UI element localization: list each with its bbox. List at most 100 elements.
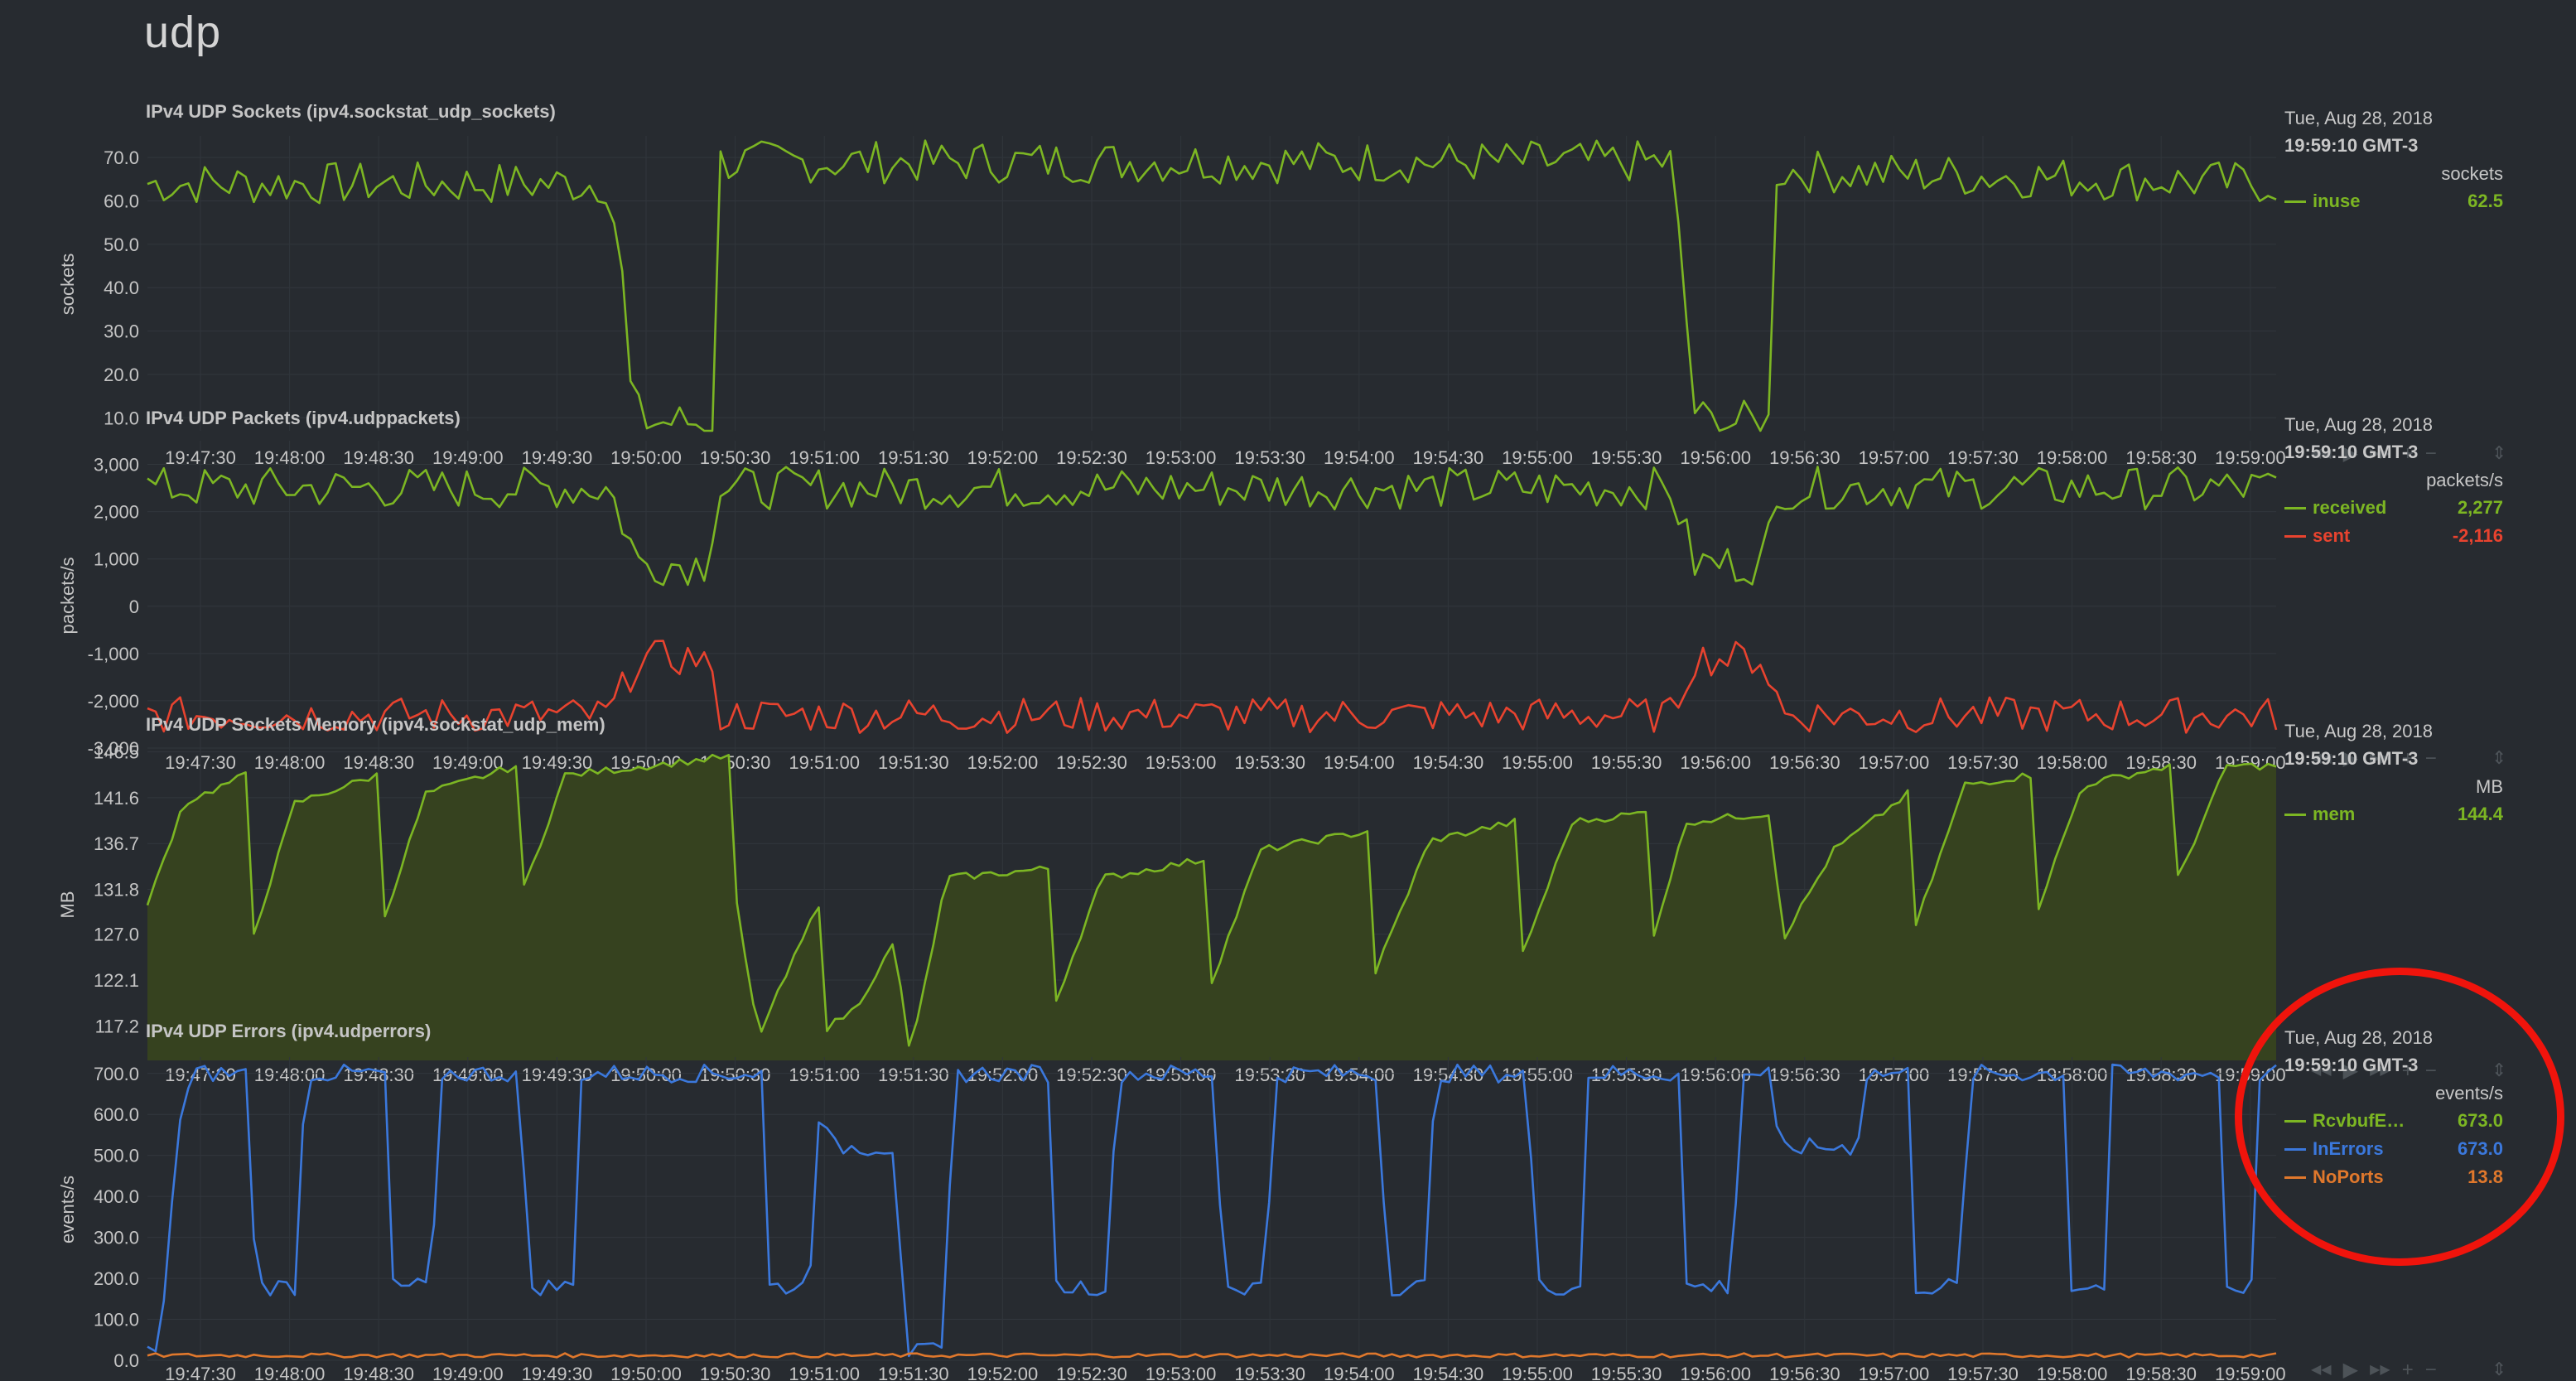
y-tick-label: 700.0 — [94, 1064, 139, 1084]
zoom-in-icon[interactable]: + — [2401, 747, 2414, 770]
legend-item-NoPorts[interactable]: NoPorts 13.8 — [2284, 1163, 2503, 1191]
chart-svg[interactable]: 146.5141.6136.7131.8127.0122.1117.219:47… — [0, 714, 2576, 1085]
y-tick-label: 136.7 — [94, 833, 139, 854]
legend-swatch — [2284, 813, 2306, 816]
zoom-out-icon[interactable]: − — [2424, 1359, 2437, 1381]
legend-swatch — [2284, 1147, 2306, 1151]
x-tick-label: 19:53:30 — [1234, 1364, 1305, 1381]
play-icon[interactable]: ▶ — [2342, 1060, 2359, 1082]
y-tick-label: 146.5 — [94, 742, 139, 763]
zoom-in-icon[interactable]: + — [2401, 442, 2414, 465]
forward-icon[interactable]: ▶▶ — [2370, 751, 2390, 765]
series-line-inuse — [147, 139, 2277, 432]
series-line-sent — [147, 640, 2278, 734]
x-tick-label: 19:55:00 — [1502, 1364, 1573, 1381]
y-tick-label: 141.6 — [94, 788, 139, 809]
resize-handle-icon[interactable]: ⇕ — [2492, 1060, 2507, 1080]
chart-controls: ◀◀ ▶ ▶▶ + − — [2311, 1061, 2437, 1081]
legend-series-name: InErrors — [2313, 1138, 2384, 1159]
forward-icon[interactable]: ▶▶ — [2370, 447, 2390, 461]
legend-item-InErrors[interactable]: InErrors 673.0 — [2284, 1135, 2503, 1163]
y-tick-label: 2,000 — [94, 502, 139, 523]
x-tick-label: 19:53:00 — [1146, 1364, 1217, 1381]
legend-swatch — [2284, 534, 2306, 538]
chart-title: IPv4 UDP Sockets Memory (ipv4.sockstat_u… — [146, 714, 605, 735]
y-tick-label: 0.0 — [113, 1350, 139, 1371]
legend-item-RcvbufE…[interactable]: RcvbufE… 673.0 — [2284, 1107, 2503, 1135]
legend-item-inuse[interactable]: inuse 62.5 — [2284, 187, 2503, 215]
legend-series-value: 144.4 — [2457, 804, 2503, 824]
y-tick-label: 20.0 — [104, 365, 139, 385]
zoom-out-icon[interactable]: − — [2424, 747, 2437, 770]
chart-udp_packets[interactable]: IPv4 UDP Packets (ipv4.udppackets) packet… — [0, 408, 2576, 773]
legend-item-sent[interactable]: sent -2,116 — [2284, 522, 2503, 550]
chart-legend: Tue, Aug 28, 2018 19:59:10 GMT-3 events/s R… — [2284, 1024, 2503, 1191]
y-tick-label: 10.0 — [104, 408, 139, 428]
series-line-received — [147, 466, 2277, 587]
x-tick-label: 19:47:30 — [165, 1364, 236, 1381]
legend-time: 19:59:10 GMT-3 — [2284, 442, 2419, 462]
x-tick-label: 19:48:30 — [343, 1364, 414, 1381]
y-tick-label: 40.0 — [104, 278, 139, 298]
rewind-icon[interactable]: ◀◀ — [2311, 751, 2332, 765]
series-line-mem — [146, 753, 2277, 1047]
y-tick-label: 30.0 — [104, 321, 139, 342]
legend-series-name: received — [2313, 497, 2387, 518]
x-tick-label: 19:57:00 — [1859, 1364, 1930, 1381]
resize-handle-icon[interactable]: ⇕ — [2492, 747, 2507, 768]
y-tick-label: 1,000 — [94, 549, 139, 570]
x-tick-label: 19:57:30 — [1947, 1364, 2019, 1381]
x-tick-label: 19:54:00 — [1324, 1364, 1395, 1381]
legend-series-value: 2,277 — [2457, 497, 2503, 518]
play-icon[interactable]: ▶ — [2342, 747, 2359, 770]
resize-handle-icon[interactable]: ⇕ — [2492, 1359, 2507, 1379]
series-line-NoPorts — [147, 1352, 2277, 1359]
legend-series-value: 62.5 — [2467, 191, 2503, 211]
chart-svg[interactable]: 70.060.050.040.030.020.010.019:47:30 19:4… — [0, 101, 2576, 468]
chart-udp_mem[interactable]: IPv4 UDP Sockets Memory (ipv4.sockstat_u… — [0, 714, 2576, 1085]
rewind-icon[interactable]: ◀◀ — [2311, 1363, 2332, 1377]
play-icon[interactable]: ▶ — [2342, 442, 2359, 465]
y-tick-label: -3,000 — [88, 738, 139, 759]
y-tick-label: 70.0 — [104, 147, 139, 168]
zoom-in-icon[interactable]: + — [2401, 1060, 2414, 1082]
legend-series-name: inuse — [2313, 191, 2361, 211]
legend-item-mem[interactable]: mem 144.4 — [2284, 800, 2503, 828]
resize-handle-icon[interactable]: ⇕ — [2492, 442, 2507, 463]
chart-legend: Tue, Aug 28, 2018 19:59:10 GMT-3 packets/s… — [2284, 411, 2503, 550]
zoom-out-icon[interactable]: − — [2424, 1060, 2437, 1082]
chart-controls: ◀◀ ▶ ▶▶ + − — [2311, 1360, 2437, 1380]
x-tick-label: 19:52:00 — [967, 1364, 1039, 1381]
x-tick-label: 19:52:30 — [1056, 1364, 1127, 1381]
chart-svg[interactable]: 700.0 600.0 500.0 400.0 300.0 200.0 100.0 0.0 19… — [0, 1021, 2576, 1381]
x-tick-label: 19:58:00 — [2037, 1364, 2108, 1381]
legend-units: packets/s — [2426, 470, 2503, 490]
y-tick-label: 117.2 — [95, 1016, 139, 1036]
x-tick-label: 19:55:30 — [1591, 1364, 1662, 1381]
y-tick-label: 100.0 — [94, 1310, 139, 1330]
legend-time: 19:59:10 GMT-3 — [2284, 135, 2419, 156]
chart-udp_errors[interactable]: IPv4 UDP Errors (ipv4.udperrors) events/s… — [0, 1021, 2576, 1381]
legend-swatch — [2284, 506, 2306, 509]
legend-units: sockets — [2441, 163, 2503, 184]
forward-icon[interactable]: ▶▶ — [2370, 1064, 2390, 1078]
y-tick-label: 131.8 — [94, 880, 139, 901]
legend-date: Tue, Aug 28, 2018 — [2284, 721, 2433, 741]
zoom-out-icon[interactable]: − — [2424, 442, 2437, 465]
x-tick-label: 19:54:30 — [1413, 1364, 1484, 1381]
play-icon[interactable]: ▶ — [2342, 1359, 2359, 1381]
legend-item-received[interactable]: received 2,277 — [2284, 494, 2503, 522]
rewind-icon[interactable]: ◀◀ — [2311, 447, 2332, 461]
legend-swatch — [2284, 200, 2306, 203]
zoom-in-icon[interactable]: + — [2401, 1359, 2414, 1381]
series-line-InErrors — [147, 1063, 2277, 1358]
chart-svg[interactable]: 3,0002,0001,0000-1,000-2,000-3,00019:47:… — [0, 408, 2576, 773]
forward-icon[interactable]: ▶▶ — [2370, 1363, 2390, 1377]
legend-time: 19:59:10 GMT-3 — [2284, 1055, 2419, 1075]
chart-udp_sockets[interactable]: IPv4 UDP Sockets (ipv4.sockstat_udp_sock… — [0, 101, 2576, 468]
rewind-icon[interactable]: ◀◀ — [2311, 1064, 2332, 1078]
legend-swatch — [2284, 1119, 2306, 1123]
x-tick-label: 19:50:00 — [610, 1364, 682, 1381]
x-tick-label: 19:56:00 — [1680, 1364, 1751, 1381]
chart-title: IPv4 UDP Packets (ipv4.udppackets) — [146, 408, 461, 428]
